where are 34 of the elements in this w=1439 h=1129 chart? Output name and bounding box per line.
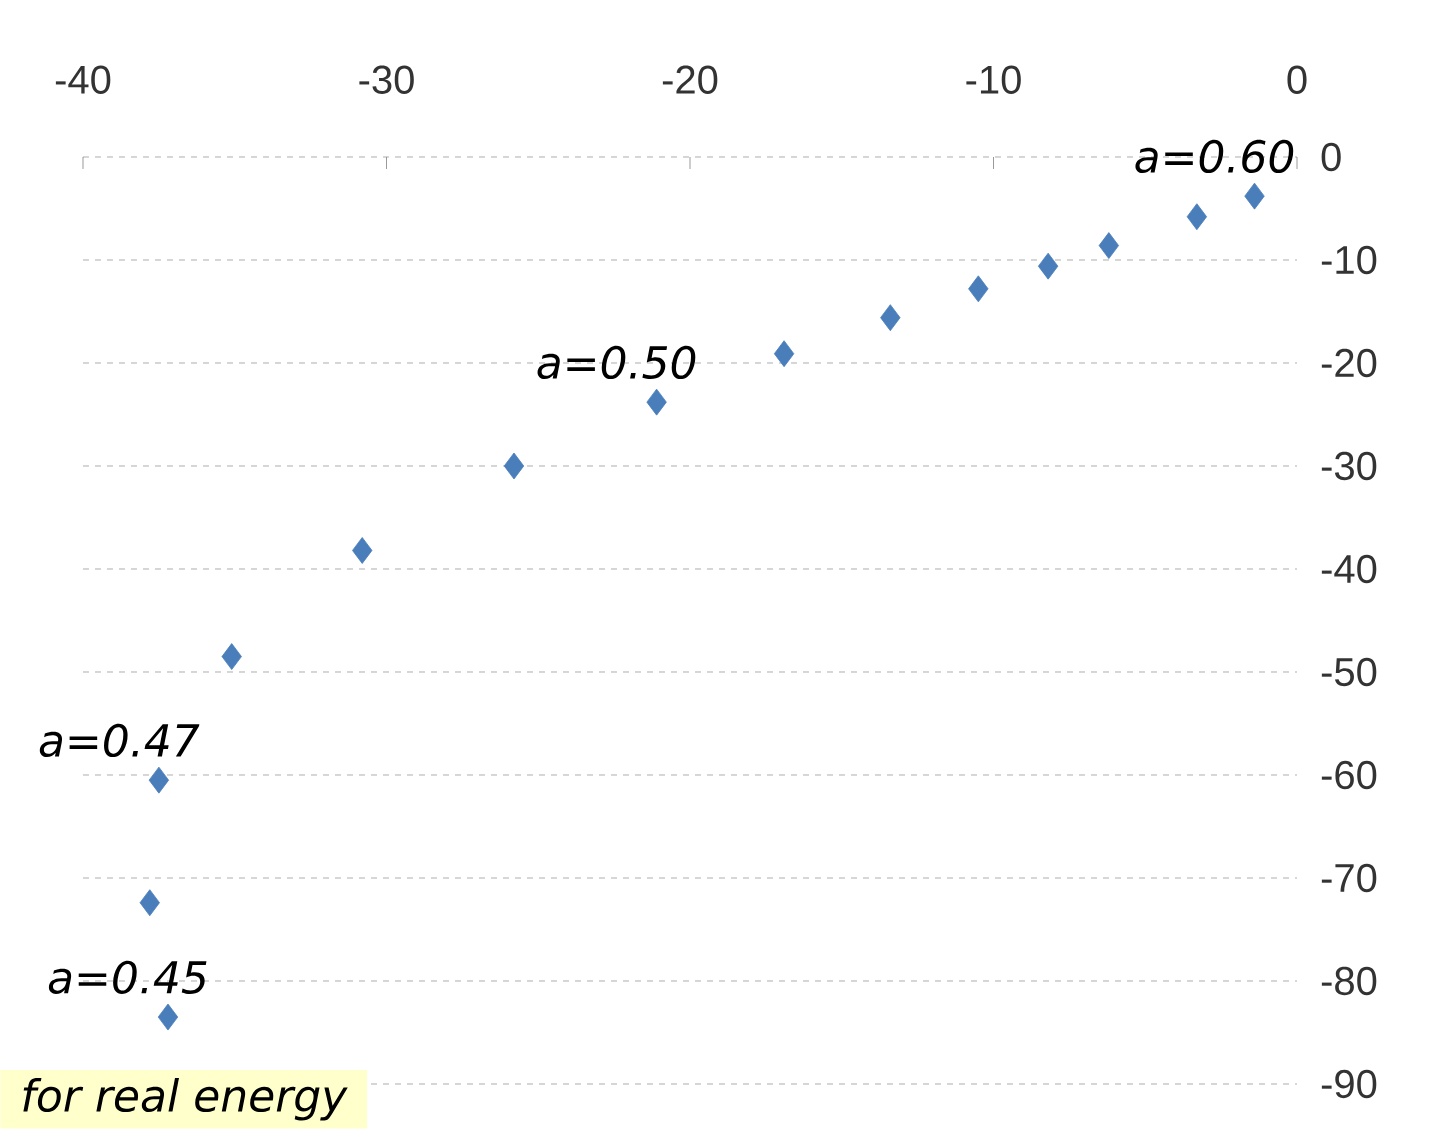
point xyxy=(1098,232,1119,259)
annotation: a=0.60 xyxy=(1135,139,1294,174)
y-tick-label: 0 xyxy=(1321,142,1341,172)
x-tick-label: 0 xyxy=(1287,65,1307,94)
point xyxy=(773,340,795,368)
annotation: for real energy xyxy=(23,1078,348,1121)
y-tick-label: -60 xyxy=(1321,760,1377,790)
point xyxy=(503,452,525,480)
annotation: a=0.50 xyxy=(537,345,696,380)
y-tick-label: -20 xyxy=(1321,348,1377,378)
y-tick-label: -90 xyxy=(1321,1069,1377,1099)
point xyxy=(148,766,170,794)
annotation: a=0.47 xyxy=(39,723,200,758)
y-tick-label: -70 xyxy=(1321,863,1377,893)
point xyxy=(968,275,989,303)
point xyxy=(1186,203,1207,231)
point xyxy=(221,643,242,670)
y-tick-label: -10 xyxy=(1321,245,1377,275)
point xyxy=(880,304,901,332)
y-tick-label: -50 xyxy=(1321,657,1377,687)
point xyxy=(646,388,667,416)
point xyxy=(352,537,373,564)
x-tick-label: -10 xyxy=(966,65,1021,94)
x-tick-label: -30 xyxy=(359,65,414,94)
point xyxy=(139,889,160,917)
y-tick-label: -30 xyxy=(1321,451,1377,481)
y-tick-label: -80 xyxy=(1321,966,1377,996)
point xyxy=(1037,252,1059,280)
annotation: a=0.45 xyxy=(48,960,207,994)
point xyxy=(1244,182,1265,210)
y-tick-label: -40 xyxy=(1321,554,1377,584)
x-tick-label: -40 xyxy=(55,65,111,94)
point xyxy=(157,1003,179,1031)
x-tick-label: -20 xyxy=(662,65,718,94)
